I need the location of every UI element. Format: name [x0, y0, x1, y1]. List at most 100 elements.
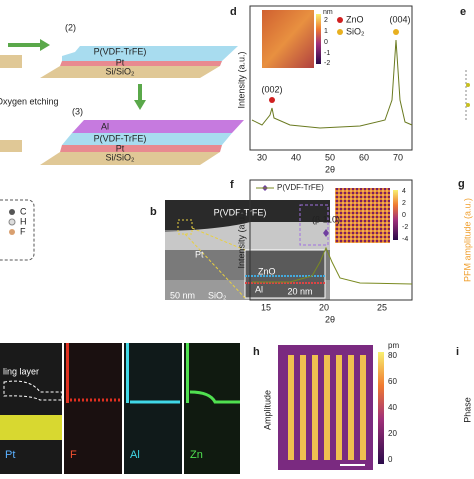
frame: [249, 5, 413, 151]
map-band: [0, 415, 62, 440]
panel-label: g: [458, 178, 465, 190]
colorbar-label: 80: [388, 351, 397, 360]
x-tick-label: 15: [261, 302, 271, 312]
colorbar-label: -1: [324, 50, 330, 57]
atom: [9, 209, 15, 215]
colorbar-label: 40: [388, 403, 397, 412]
afm-inset: [335, 188, 390, 243]
y-label: PFM amplitude (a.u.): [462, 198, 472, 282]
panel-e: e: [460, 6, 470, 120]
legend: H: [20, 216, 27, 226]
colorbar-label: 20: [388, 429, 397, 438]
step-text: Oxygen etching: [0, 96, 59, 106]
map-band: [126, 343, 129, 403]
map-band: [186, 343, 189, 403]
panel-g: g PFM amplitude (a.u.): [458, 178, 472, 282]
layer-label: P(VDF-TrFE): [94, 133, 147, 143]
x-label: 2θ: [325, 314, 335, 324]
layer: [60, 61, 222, 66]
x-tick-label: 20: [319, 302, 329, 312]
peak-marker: [393, 29, 399, 35]
unit: pm: [388, 341, 399, 350]
layer: [72, 120, 244, 133]
x-tick-label: 60: [359, 152, 369, 162]
slab: [0, 55, 22, 68]
legend: C: [20, 206, 27, 216]
panel-label: h: [253, 346, 260, 358]
label: P(VDF-TrFE): [214, 207, 267, 217]
colorbar-label: 4: [402, 188, 406, 195]
scale-bar: 50 nm: [170, 290, 195, 300]
map-label: Pt: [5, 449, 15, 461]
panel-b: b P(VDF-TrFE) Pt ZnO Al 50 nm SiO₂ 20 nm: [150, 200, 330, 300]
peak-marker: [269, 97, 275, 103]
layer: [40, 152, 220, 165]
tem-region: [165, 222, 330, 250]
roi: [299, 204, 329, 246]
colorbar: [316, 14, 321, 64]
colorbar-label: 2: [324, 17, 328, 24]
layer-label: Si/SiO₂: [106, 66, 136, 76]
legend: P(VDF-TrFE): [277, 183, 324, 192]
legend-marker: [337, 29, 343, 35]
legend-marker: [337, 17, 343, 23]
afm-inset: [262, 10, 314, 68]
layer-label: Al: [101, 121, 109, 131]
map: [124, 343, 182, 474]
panel-h: h Amplitude pm 80 60 40 20 0: [253, 341, 399, 470]
layer-label: Si/SiO₂: [106, 152, 136, 162]
layer-label: P(VDF-TrFE): [94, 46, 147, 56]
map-label: Al: [130, 449, 140, 461]
roi: [177, 219, 193, 235]
panel-label: b: [150, 206, 157, 218]
colorbar-label: -2: [402, 224, 408, 231]
colorbar-label: 60: [388, 377, 397, 386]
panel-label: i: [456, 346, 459, 358]
y-label: Amplitude: [262, 390, 272, 430]
atom: [466, 83, 470, 87]
layer-label: Pt: [116, 57, 125, 67]
colorbar-label: 0: [388, 455, 393, 464]
layer: [62, 133, 232, 145]
map-band: [189, 390, 240, 404]
x-tick-label: 70: [393, 152, 403, 162]
xrd-curve: [251, 39, 413, 129]
y-label: Intensity (a.u.): [236, 211, 246, 268]
schematic: (2) P(VDF-TrFE) Pt Si/SiO₂ Oxygen etchin…: [0, 22, 244, 261]
arrow: [134, 100, 146, 110]
atom: [9, 229, 15, 235]
panel-label: f: [230, 179, 234, 191]
label: SiO₂: [208, 290, 227, 300]
x-tick-label: 25: [377, 302, 387, 312]
layer: [62, 46, 238, 61]
unit: nm: [323, 9, 333, 16]
peak-marker: [323, 229, 329, 237]
layer: [60, 145, 222, 152]
arrow: [40, 39, 50, 51]
peak-label: (004): [389, 14, 410, 24]
map: [64, 343, 122, 474]
step: (2): [65, 22, 76, 32]
peak-label: (β 110): [312, 214, 340, 224]
y-label: Phase: [462, 397, 472, 423]
label: Pt: [195, 249, 204, 259]
map-label: Zn: [190, 449, 203, 461]
stripes: [288, 355, 366, 460]
tem-inset: [244, 249, 326, 299]
zoom-line: [184, 227, 246, 299]
legend: SiO₂: [346, 26, 365, 36]
x-tick-label: 50: [325, 152, 335, 162]
colorbar-label: 2: [402, 200, 406, 207]
colorbar-label: -2: [324, 60, 330, 67]
map-label: F: [70, 449, 77, 461]
slab: [0, 140, 22, 152]
legend: F: [20, 226, 26, 236]
panel-label: e: [460, 6, 466, 18]
molecule-box: [0, 199, 35, 261]
step: (3): [72, 106, 83, 116]
panel-f: f P(VDF-TrFE) 4 2 0 -2 -4 (β 110) Intens…: [230, 179, 413, 324]
label: Al: [255, 284, 263, 294]
layer: [40, 66, 220, 78]
label: ZnO: [258, 266, 276, 276]
